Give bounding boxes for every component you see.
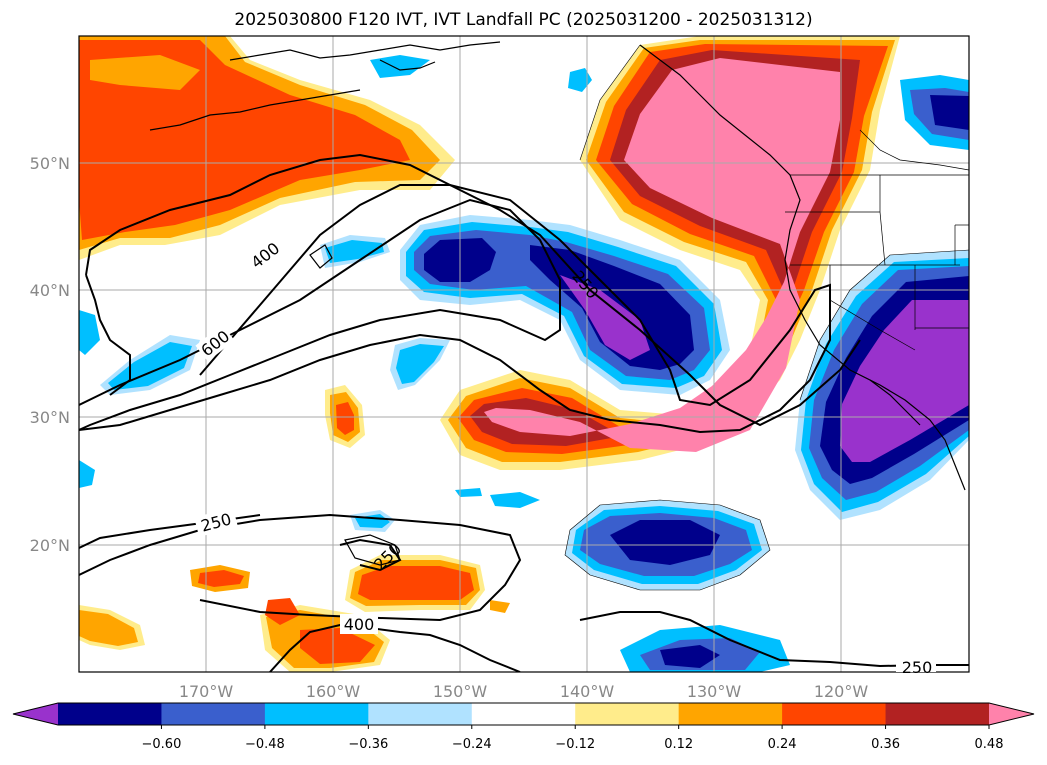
longitude-labels: 170°W 160°W 150°W 140°W 130°W 120°W (179, 682, 869, 701)
colorbar-extend-low (13, 703, 58, 725)
lon-label: 140°W (560, 682, 615, 701)
lon-label: 160°W (306, 682, 361, 701)
colorbar-segment (368, 703, 473, 725)
map-frame (78, 35, 970, 673)
map-area (79, 36, 969, 672)
lat-label: 40°N (30, 281, 70, 300)
colorbar-segment (471, 703, 576, 725)
colorbar: −0.60 −0.48 −0.36 −0.24 −0.12 0.12 0.24 0.36 0.4… (12, 702, 1035, 752)
coastlines (149, 41, 966, 566)
latitude-labels: 50°N 40°N 30°N 20°N (30, 154, 70, 555)
contour-label: 400 (344, 615, 375, 634)
colorbar-tick-label: 0.24 (768, 737, 797, 752)
colorbar-tick-label: −0.48 (245, 737, 285, 752)
lon-label: 130°W (687, 682, 742, 701)
lon-label: 170°W (179, 682, 234, 701)
map-title: 2025030800 F120 IVT, IVT Landfall PC (20… (234, 10, 813, 30)
lat-label: 20°N (30, 536, 70, 555)
lat-label: 50°N (30, 154, 70, 173)
anomaly-contour-edges (564, 44, 969, 591)
colorbar-segment (161, 703, 266, 725)
graticule (79, 36, 969, 672)
colorbar-extend-high (989, 703, 1034, 725)
colorbar-tick-label: −0.24 (452, 737, 492, 752)
positive-anomaly-northwest (79, 36, 455, 260)
colorbar-tick-label: 0.48 (975, 737, 1004, 752)
positive-anomaly-southwest (79, 385, 510, 672)
colorbar-segment (58, 703, 162, 725)
colorbar-tick-label: 0.12 (664, 737, 693, 752)
colorbar-tick-label: 0.36 (871, 737, 900, 752)
colorbar-tick-label: −0.36 (348, 737, 388, 752)
colorbar-segment (264, 703, 369, 725)
colorbar-segment (575, 703, 680, 725)
colorbar-segment (885, 703, 990, 725)
lon-label: 150°W (433, 682, 488, 701)
lat-label: 30°N (30, 408, 70, 427)
political-borders (785, 129, 969, 351)
colorbar-segment (782, 703, 887, 725)
colorbar-tick-label: −0.60 (142, 737, 182, 752)
lon-label: 120°W (814, 682, 869, 701)
colorbar-tick-label: −0.12 (555, 737, 595, 752)
colorbar-segment (678, 703, 783, 725)
contour-label: 250 (902, 658, 933, 677)
